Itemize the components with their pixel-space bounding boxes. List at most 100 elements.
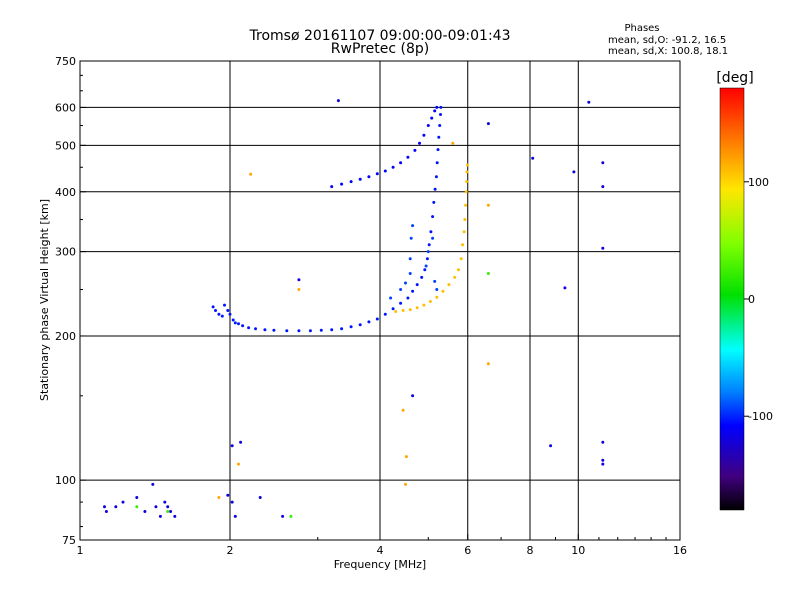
x-tick-label: 16 (673, 544, 687, 557)
data-point (601, 185, 605, 189)
data-point (297, 288, 301, 291)
data-point (423, 268, 427, 272)
data-point (319, 328, 323, 332)
data-point (367, 320, 371, 324)
data-point (163, 500, 167, 504)
data-point (247, 326, 251, 330)
data-point (411, 289, 415, 293)
data-point (340, 182, 344, 186)
data-point (358, 323, 362, 327)
data-point (394, 310, 398, 313)
data-point (465, 180, 469, 184)
colorbar-tick-label: -100 (748, 410, 773, 423)
data-point (433, 187, 437, 191)
data-point (432, 200, 436, 204)
data-point (601, 462, 605, 466)
data-point (401, 309, 405, 312)
data-point (239, 440, 243, 444)
data-point (465, 170, 469, 174)
data-point (438, 124, 442, 127)
data-point (391, 307, 395, 311)
data-point (103, 505, 106, 509)
data-point (601, 246, 605, 250)
phases-heading: Phases (624, 23, 659, 34)
x-tick-label: 8 (527, 544, 534, 557)
data-point (406, 155, 410, 159)
data-point (121, 500, 125, 504)
data-point (169, 510, 173, 513)
data-point (297, 278, 301, 282)
data-point (375, 317, 379, 321)
data-point (461, 243, 465, 247)
data-point (413, 148, 417, 152)
data-point (404, 455, 408, 459)
data-point (114, 505, 118, 509)
data-point (226, 493, 230, 497)
data-point (406, 296, 410, 300)
data-point (308, 329, 312, 333)
data-point (214, 309, 217, 312)
data-point (399, 301, 403, 305)
data-point (408, 257, 412, 261)
x-axis-label: Frequency [MHz] (334, 558, 426, 571)
data-point (601, 161, 605, 165)
data-point (431, 215, 435, 219)
data-point (457, 268, 460, 272)
data-point (231, 318, 235, 322)
data-point (430, 116, 434, 120)
data-point (166, 505, 170, 509)
colorbar-ticks: 100 0 -100 (744, 176, 773, 423)
data-point (237, 462, 240, 466)
data-point (459, 257, 463, 261)
y-tick-label: 400 (55, 186, 76, 199)
data-point (404, 482, 407, 486)
data-point (427, 243, 431, 247)
x-tick-label: 1 (77, 544, 84, 557)
data-point (408, 272, 412, 275)
data-point (435, 105, 439, 109)
data-points (103, 99, 605, 518)
colorbar-tick-label: 100 (748, 176, 769, 189)
data-point (447, 283, 451, 287)
data-point (154, 505, 158, 509)
data-point (464, 190, 468, 194)
data-point (143, 510, 147, 513)
data-point (426, 250, 430, 254)
grid-lines (80, 61, 680, 540)
data-point (435, 288, 439, 291)
phases-x-line: mean, sd,X: 100.8, 18.1 (608, 46, 728, 57)
data-point (330, 328, 334, 332)
data-point (425, 257, 429, 261)
data-point (340, 327, 344, 331)
data-point (464, 203, 468, 207)
data-point (436, 148, 440, 152)
data-point (434, 175, 438, 179)
data-point (486, 362, 490, 366)
data-point (383, 312, 387, 316)
data-point (401, 408, 405, 412)
data-point (426, 124, 430, 127)
data-point (166, 510, 170, 513)
data-point (151, 482, 155, 486)
data-point (415, 283, 419, 287)
data-point (453, 275, 457, 279)
data-point (104, 510, 108, 513)
x-tick-label: 4 (377, 544, 384, 557)
y-tick-label: 750 (55, 55, 76, 68)
colorbar-label: [deg] (716, 70, 753, 86)
data-point (399, 288, 403, 291)
data-point (408, 308, 412, 312)
data-point (289, 514, 293, 518)
data-point (439, 105, 443, 109)
data-point (285, 329, 289, 333)
data-point (297, 329, 301, 333)
data-point (330, 185, 334, 189)
data-point (241, 324, 245, 328)
data-point (428, 300, 432, 303)
data-point (422, 303, 426, 307)
phases-o-line: mean, sd,O: -91.2, 16.5 (608, 35, 726, 46)
data-point (441, 289, 445, 293)
data-point (411, 224, 415, 228)
data-point (233, 514, 237, 518)
